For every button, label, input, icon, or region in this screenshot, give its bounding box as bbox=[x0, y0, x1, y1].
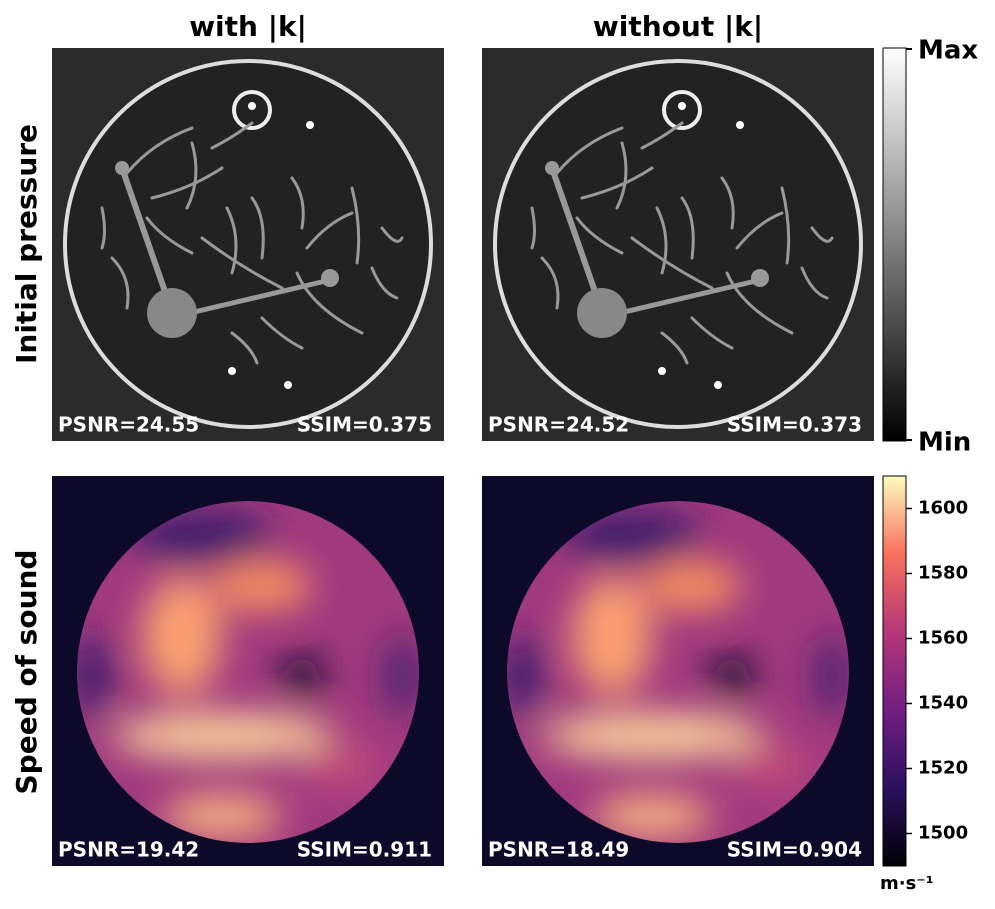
colorbar-tick-label: 1560 bbox=[918, 628, 968, 649]
colorbar-tick-label: 1520 bbox=[918, 758, 968, 779]
colorbar-min: Min bbox=[918, 428, 971, 458]
row-label: Speed of sound bbox=[10, 550, 43, 795]
ssim-label: SSIM=0.375 bbox=[297, 413, 432, 437]
pressure-image bbox=[482, 48, 874, 441]
sound-image bbox=[482, 476, 874, 866]
sound-image bbox=[52, 476, 444, 866]
colorbar-tick-label: 1600 bbox=[918, 498, 968, 519]
ssim-label: SSIM=0.911 bbox=[297, 838, 432, 862]
colorbar-tick-label: 1540 bbox=[918, 693, 968, 714]
pressure-image bbox=[52, 48, 444, 441]
colorbar-tick-label: 1580 bbox=[918, 563, 968, 584]
psnr-label: PSNR=18.49 bbox=[488, 838, 629, 862]
ssim-label: SSIM=0.373 bbox=[727, 413, 862, 437]
colorbar bbox=[882, 47, 907, 442]
psnr-label: PSNR=24.55 bbox=[58, 413, 199, 437]
colorbar-max: Max bbox=[918, 36, 978, 66]
column-title: with |k| bbox=[189, 10, 307, 43]
colorbar bbox=[882, 475, 907, 867]
colorbar-unit: m·s⁻¹ bbox=[880, 873, 934, 894]
psnr-label: PSNR=24.52 bbox=[488, 413, 629, 437]
psnr-label: PSNR=19.42 bbox=[58, 838, 199, 862]
row-label: Initial pressure bbox=[10, 124, 43, 364]
column-title: without |k| bbox=[593, 10, 763, 43]
colorbar-tick-label: 1500 bbox=[918, 823, 968, 844]
ssim-label: SSIM=0.904 bbox=[727, 838, 862, 862]
